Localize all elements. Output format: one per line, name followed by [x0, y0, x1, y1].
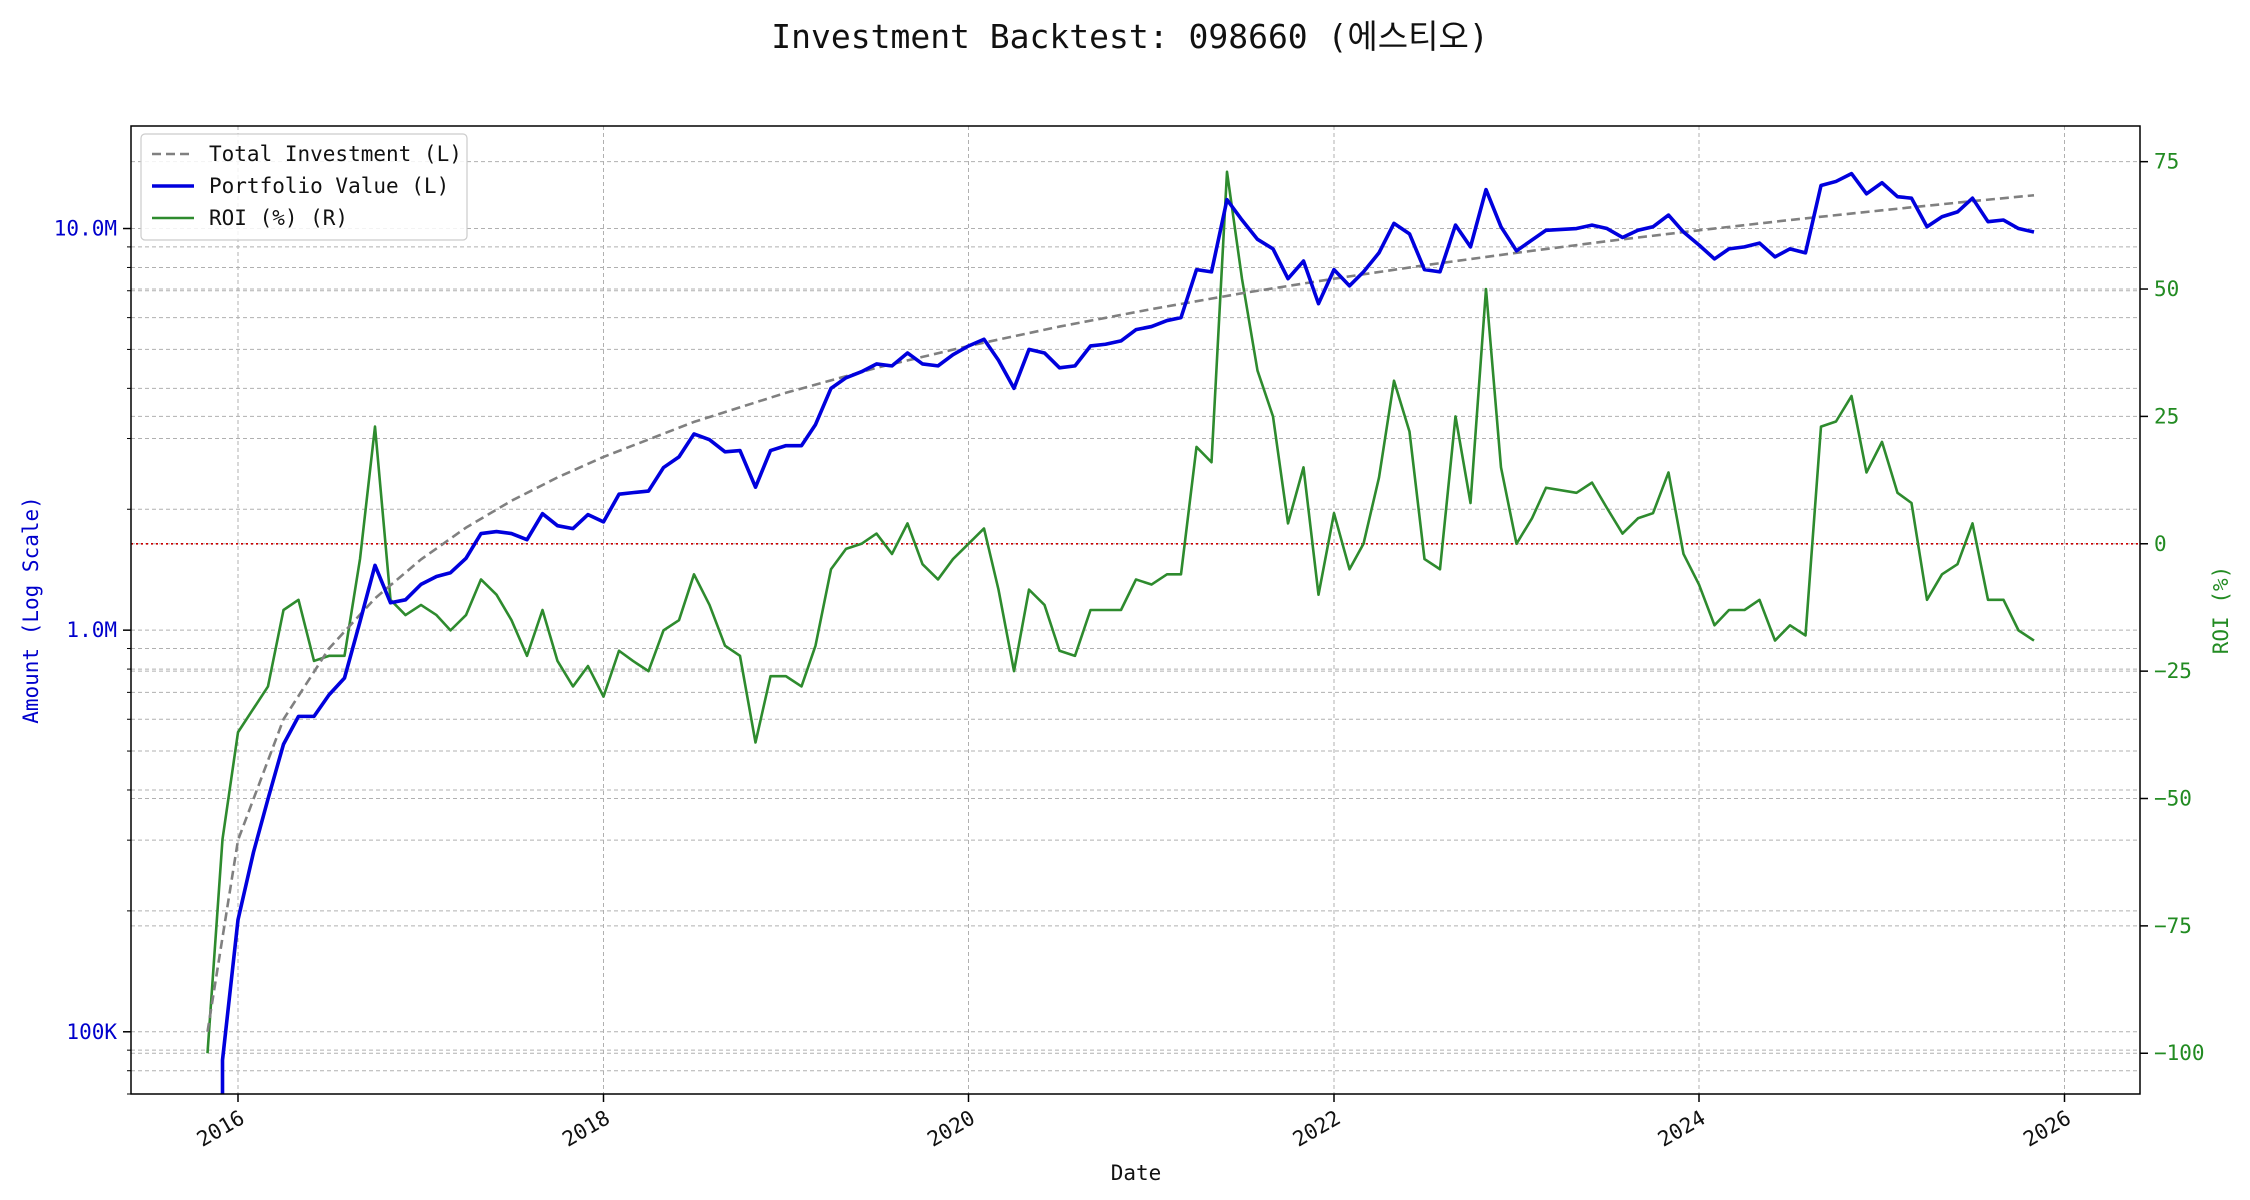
y-right-tick-label: −50 — [2154, 787, 2192, 811]
legend-label: ROI (%) (R) — [209, 206, 348, 230]
y-right-tick-label: 50 — [2154, 277, 2179, 301]
y-axis-right: 75 50 25 0 −25 −50 −75 −100 — [2140, 150, 2205, 1065]
legend-label: Portfolio Value (L) — [209, 174, 449, 198]
y-left-tick-label: 1.0M — [66, 618, 117, 642]
y-axis-left: 100K 1.0M 10.0M — [54, 217, 131, 1095]
series-line-portfolio-value-l — [220, 171, 2035, 1094]
series-lines — [206, 170, 2035, 1094]
y-right-tick-label: −100 — [2154, 1041, 2205, 1065]
series-line-roi-r — [206, 170, 2035, 1054]
y-axis-right-label: ROI (%) — [2209, 566, 2233, 655]
y-right-tick-label: 0 — [2154, 532, 2167, 556]
y-right-tick-label: −25 — [2154, 659, 2192, 683]
legend-box — [140, 133, 468, 241]
legend: Total Investment (L) Portfolio Value (L) R… — [140, 133, 468, 241]
chart-title: Investment Backtest: 098660 (에스티오) — [771, 17, 1488, 56]
y-right-tick-label: 25 — [2154, 404, 2179, 428]
plot-frame — [130, 125, 2141, 1095]
x-axis-label: Date — [1111, 1161, 1162, 1185]
y-left-tick-label: 100K — [66, 1020, 117, 1044]
y-right-tick-label: 75 — [2154, 150, 2179, 174]
y-axis-left-label: Amount (Log Scale) — [19, 496, 43, 724]
legend-label: Total Investment (L) — [209, 142, 462, 166]
y-left-tick-label: 10.0M — [54, 217, 117, 241]
y-right-tick-label: −75 — [2154, 914, 2192, 938]
